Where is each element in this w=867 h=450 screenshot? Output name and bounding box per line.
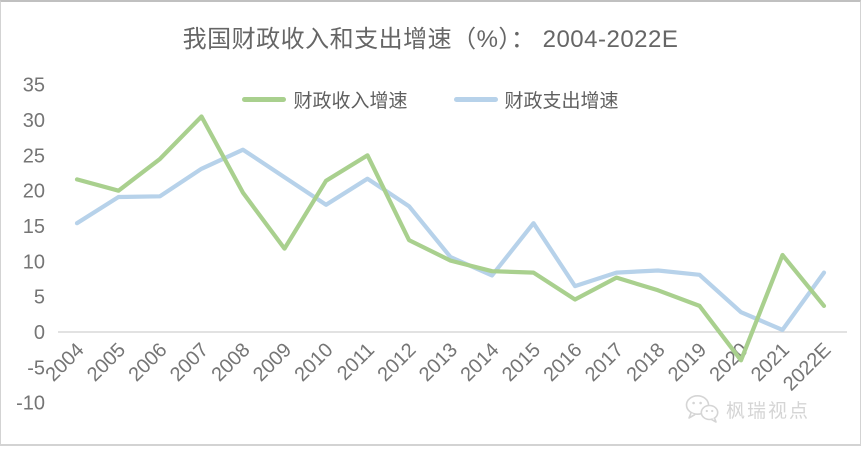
x-axis-label: 2015 [498,339,545,386]
y-axis-label: -5 [27,357,45,379]
plot-area: 35302520151050-5-10200420052006200720082… [16,75,847,415]
x-axis-label: 2009 [249,339,296,386]
watermark: 枫瑞视点 [685,394,810,424]
y-axis-label: 0 [34,322,45,344]
y-axis-label: 5 [34,287,45,309]
x-axis-label: 2005 [83,339,130,386]
legend-label-revenue: 财政收入增速 [293,91,408,112]
chart-title: 我国财政收入和支出增速（%）： 2004-2022E [182,26,679,53]
y-axis-label: 15 [23,216,45,238]
y-axis-label: 30 [23,110,45,132]
x-axis-label: 2011 [333,339,379,385]
legend-item-revenue: 财政收入增速 [242,86,408,113]
x-axis-label: 2006 [125,339,172,386]
legend-label-expenditure: 财政支出增速 [504,91,619,112]
x-axis-label: 2014 [457,339,504,386]
x-axis-label: 2016 [540,339,587,386]
x-axis-label: 2022E [779,339,835,395]
x-axis-label: 2013 [415,339,462,386]
revenue-line-swatch [242,97,287,102]
x-axis-label: 2010 [291,339,338,386]
y-axis-label: 10 [23,251,45,273]
expenditure-line-swatch [453,97,498,102]
x-axis-label: 2004 [42,339,89,386]
x-axis-label: 2019 [664,339,711,386]
x-axis-label: 2012 [374,339,421,386]
y-axis-label: -10 [16,393,45,415]
y-axis-label: 25 [23,145,45,167]
x-axis-label: 2018 [623,339,670,386]
y-axis-label: 20 [23,181,45,203]
legend-item-expenditure: 财政支出增速 [453,86,619,113]
expenditure-line [74,147,827,332]
chart-legend: 财政收入增速 财政支出增速 [1,86,860,113]
wechat-icon [685,395,719,423]
x-axis-label: 2008 [208,339,255,386]
x-axis-label: 2017 [581,339,628,386]
x-axis-label: 2007 [166,339,213,386]
watermark-text: 枫瑞视点 [725,400,810,422]
revenue-line [74,114,827,363]
y-axis-label: 35 [23,75,45,97]
